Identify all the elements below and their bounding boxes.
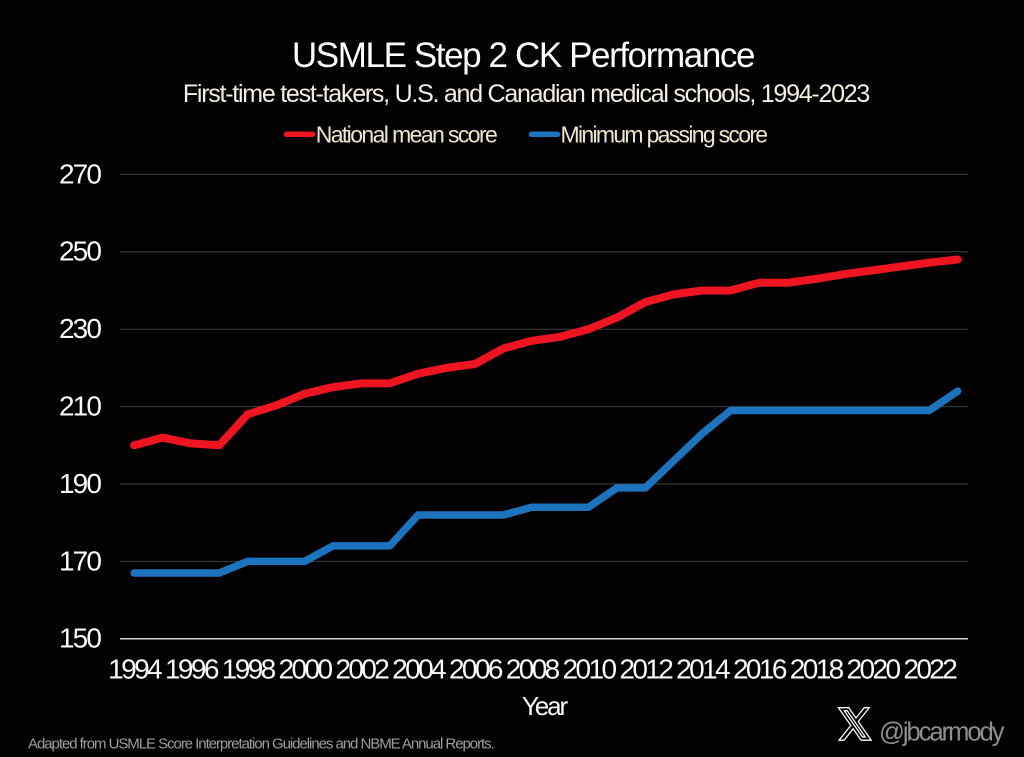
svg-text:2008: 2008 <box>506 654 560 685</box>
svg-text:@jbcarmody: @jbcarmody <box>879 719 1005 747</box>
svg-text:150: 150 <box>59 623 101 654</box>
svg-text:190: 190 <box>59 468 101 499</box>
svg-text:210: 210 <box>59 391 101 422</box>
svg-text:2010: 2010 <box>563 654 617 685</box>
svg-text:2020: 2020 <box>847 654 901 685</box>
svg-text:1998: 1998 <box>222 654 276 685</box>
svg-text:270: 270 <box>59 158 101 189</box>
svg-text:Year: Year <box>522 691 569 721</box>
svg-text:2006: 2006 <box>449 654 503 685</box>
svg-text:2014: 2014 <box>676 654 730 685</box>
svg-text:2012: 2012 <box>619 654 673 685</box>
svg-text:2002: 2002 <box>335 654 389 685</box>
svg-text:230: 230 <box>59 313 101 344</box>
svg-text:USMLE Step 2 CK Performance: USMLE Step 2 CK Performance <box>292 36 754 75</box>
svg-text:2004: 2004 <box>392 654 446 685</box>
svg-text:First-time test-takers, U.S. a: First-time test-takers, U.S. and Canadia… <box>183 80 870 108</box>
svg-text:Minimum passing score: Minimum passing score <box>561 121 768 147</box>
svg-text:2018: 2018 <box>790 654 844 685</box>
svg-text:250: 250 <box>59 236 101 267</box>
svg-text:2022: 2022 <box>903 654 957 685</box>
svg-text:2016: 2016 <box>733 654 787 685</box>
svg-text:Adapted from USMLE Score Inter: Adapted from USMLE Score Interpretation … <box>28 736 494 753</box>
svg-text:1996: 1996 <box>165 654 219 685</box>
svg-text:170: 170 <box>59 545 101 576</box>
svg-text:2000: 2000 <box>279 654 333 685</box>
svg-text:National mean score: National mean score <box>316 121 497 147</box>
svg-text:1994: 1994 <box>108 654 162 685</box>
